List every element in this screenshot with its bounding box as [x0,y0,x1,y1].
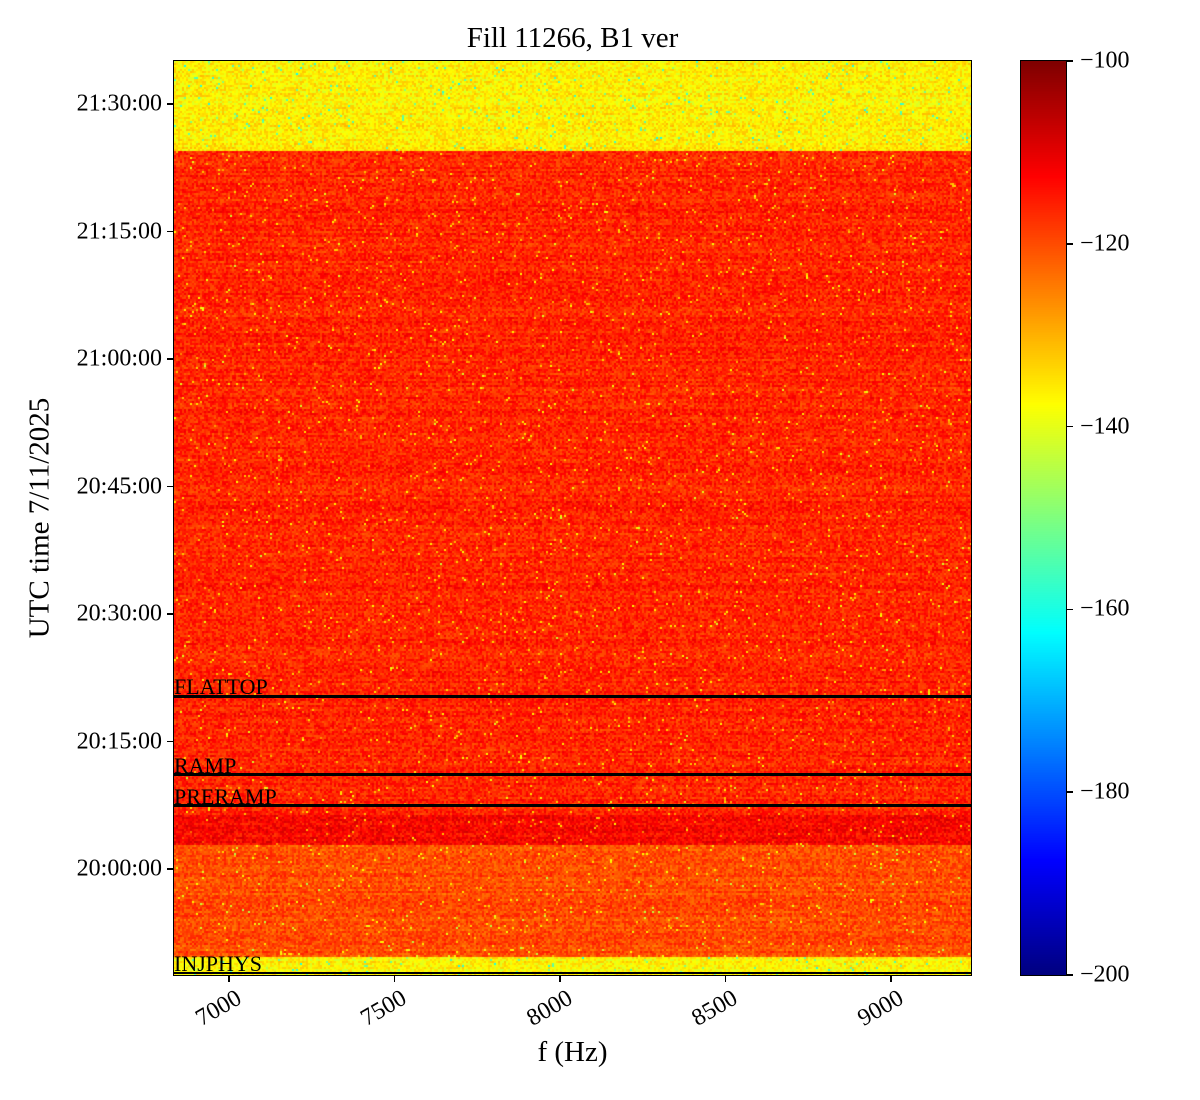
colorbar-tick-mark [1066,425,1073,428]
colorbar-tick-mark [1066,608,1073,611]
y-tick-label: 21:30:00 [76,90,162,117]
event-label: INJPHYS [174,951,263,976]
y-tick-mark [167,740,174,743]
chart-title: Fill 11266, B1 ver [466,22,679,54]
event-label: RAMP [174,752,237,778]
y-tick-mark [167,103,174,105]
y-tick-mark [167,358,174,360]
spectrogram-heatmap [174,61,971,975]
colorbar-tick-mark [1066,243,1073,245]
colorbar [1021,61,1066,975]
x-axis-label: f (Hz) [537,1036,608,1068]
x-tick-mark [559,975,561,982]
x-tick-mark [724,975,727,982]
colorbar-tick-label: −100 [1080,47,1130,74]
x-tick-label: 8000 [522,985,577,1032]
y-tick-mark [167,868,174,870]
y-tick-mark [167,485,174,488]
colorbar-tick-label: −200 [1080,961,1130,988]
x-tick-mark [393,975,396,982]
x-tick-mark [228,975,230,982]
x-tick-mark [890,975,892,982]
y-tick-mark [167,613,174,615]
y-tick-label: 21:15:00 [76,218,162,245]
colorbar-tick-label: −160 [1080,595,1130,622]
x-tick-label: 7000 [191,985,246,1032]
x-tick-label: 7500 [356,985,412,1032]
event-label: FLATTOP [174,674,268,700]
event-line [174,773,971,776]
y-tick-label: 20:45:00 [76,473,162,500]
y-tick-mark [167,230,174,233]
y-axis-label: UTC time 7/11/2025 [23,397,56,639]
event-line [174,971,971,975]
y-tick-label: 21:00:00 [76,345,162,372]
y-tick-label: 20:00:00 [76,855,162,882]
colorbar-tick-label: −180 [1080,778,1130,805]
colorbar-tick-mark [1066,791,1073,793]
colorbar-tick-mark [1066,974,1073,976]
event-line [174,804,971,807]
colorbar-tick-mark [1066,60,1073,62]
y-tick-label: 20:15:00 [76,728,162,755]
event-label: PRERAMP [174,783,277,809]
colorbar-tick-label: −140 [1080,413,1130,440]
event-line [174,695,971,698]
colorbar-tick-label: −120 [1080,230,1130,257]
x-tick-label: 8500 [687,985,743,1032]
x-tick-label: 9000 [853,985,908,1032]
y-tick-label: 20:30:00 [76,600,162,627]
